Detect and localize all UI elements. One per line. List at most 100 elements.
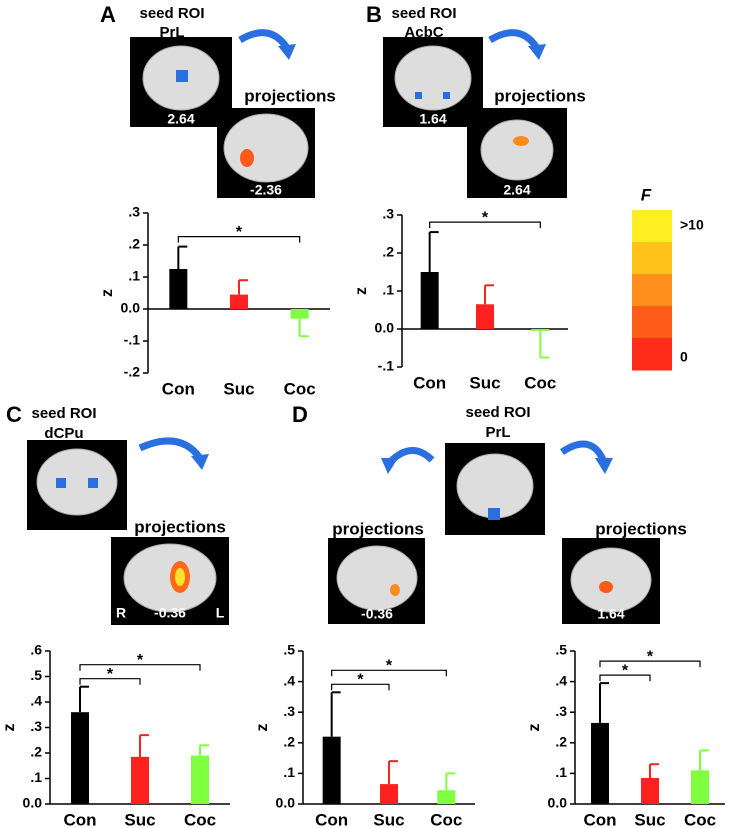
y-tick-label: .1 [283,764,295,780]
panel-letter: A [100,2,116,27]
arrow-head [191,454,209,470]
y-axis-label: z [353,287,370,295]
bar [169,269,188,309]
y-axis-label: z [526,724,543,732]
y-tick-label: 0.0 [121,300,141,316]
y-tick-label: .2 [283,734,295,750]
error-bar [238,279,248,295]
bar [230,294,248,309]
brain-image [27,440,127,530]
arrow-head [595,458,613,474]
x-tick-label: Coc [524,373,556,392]
colorbar-segment [632,274,672,307]
x-tick-label: Suc [373,810,404,828]
y-tick-label: -.1 [124,332,141,348]
projection-label: projections [595,519,687,538]
projection-label: projections [332,519,424,538]
brain-image [130,37,232,127]
y-tick-label: .1 [382,282,394,298]
significance-label: * [357,672,364,689]
y-tick-label: -.1 [378,358,395,374]
y-tick-label: .2 [555,734,567,750]
y-tick-label: .1 [128,268,140,284]
seed-region: dCPu [44,425,83,442]
y-tick-label: .5 [283,642,295,658]
brain-image [467,108,567,198]
bar [131,756,149,804]
y-tick-label: .3 [555,703,567,719]
coordinate: -0.36 [154,605,186,621]
x-tick-label: Con [162,379,195,398]
coordinate: 1.64 [597,606,624,622]
seed-region: AcbC [404,24,443,41]
projection-label: projections [244,86,336,105]
y-tick-label: .6 [30,642,42,658]
error-bar [484,284,494,305]
error-bar [539,330,550,359]
error-bar [428,231,439,272]
seed-label: seed ROI [465,404,530,421]
arrow [488,29,540,51]
bar [420,272,439,329]
error-bar [199,744,209,756]
panel-letter: D [292,402,308,427]
error-bar [298,318,309,338]
error-bar [139,734,149,757]
colorbar-segment [632,242,672,275]
bar [531,329,550,331]
y-tick-label: 0.0 [375,320,395,336]
significance-bracket [429,221,541,229]
arrow-head [381,458,398,474]
y-axis-label: z [254,724,271,732]
brain-image [383,37,483,127]
x-tick-label: Coc [184,810,216,828]
error-bar [388,760,398,785]
x-tick-label: Con [413,373,446,392]
colorbar [632,210,672,371]
bar [322,736,341,804]
error-bar [177,245,188,269]
coordinate: -0.36 [361,606,393,622]
y-tick-label: .3 [283,703,295,719]
significance-bracket [599,660,701,668]
panel-letter: B [366,2,382,27]
x-tick-label: Con [63,810,96,828]
significance-bracket [79,664,201,671]
y-tick-label: .3 [128,204,140,220]
y-tick-label: .1 [30,769,42,785]
error-bar [649,763,659,778]
y-tick-label: -.2 [124,364,141,380]
significance-label: * [647,648,654,665]
y-tick-label: .4 [555,672,567,688]
projection-label: projections [494,86,586,105]
y-tick-label: .4 [283,672,295,688]
error-bar [79,685,89,713]
y-tick-label: .2 [30,744,42,760]
significance-label: * [622,662,629,679]
colorbar-segment [632,210,672,243]
x-tick-label: Suc [124,810,155,828]
x-tick-label: Suc [223,379,254,398]
significance-bracket [331,683,390,691]
colorbar-min: 0 [680,349,688,365]
significance-label: * [482,209,489,226]
significance-label: * [386,658,393,675]
x-tick-label: Con [583,810,616,828]
x-tick-label: Coc [430,810,462,828]
brain-image [328,538,425,624]
significance-label: * [107,666,114,683]
coordinate: 2.64 [503,182,530,198]
seed-region: PrL [485,424,510,441]
significance-label: * [137,652,144,669]
side-label: L [216,605,225,621]
y-tick-label: .2 [128,236,140,252]
colorbar-max: >10 [680,217,704,233]
bar [641,777,659,804]
significance-bracket [331,669,447,677]
error-bar [330,691,341,737]
seed-label: seed ROI [391,5,456,22]
brain-image [217,108,315,198]
bar [380,784,398,804]
colorbar-segment [632,338,672,371]
